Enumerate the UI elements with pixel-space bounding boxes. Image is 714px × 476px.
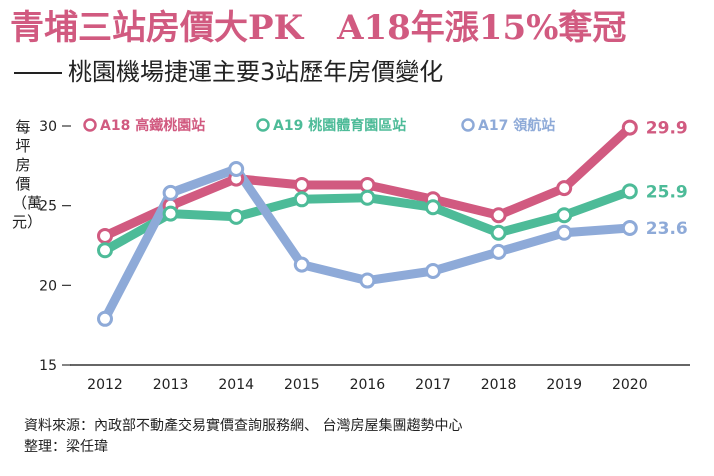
legend-marker <box>256 118 270 132</box>
data-point <box>425 199 441 216</box>
data-point <box>490 243 507 260</box>
subtitle-dash <box>14 72 62 74</box>
end-value-label: 23.6 <box>646 219 688 239</box>
data-point <box>162 184 179 201</box>
editor-note: 整理：梁任瑋 <box>24 439 108 455</box>
data-point <box>359 272 376 289</box>
end-value-label: 25.9 <box>646 182 688 202</box>
data-point <box>293 191 310 208</box>
data-point <box>621 119 638 136</box>
legend-marker <box>83 118 97 132</box>
data-point <box>293 176 310 193</box>
end-labels: 29.9 25.9 23.6 <box>646 119 688 239</box>
legend-marker <box>461 118 475 132</box>
x-tick-label: 2018 <box>481 377 517 393</box>
legend-label: A18 高鐵桃園站 <box>100 117 205 134</box>
data-point <box>556 207 573 224</box>
x-tick-label: 2014 <box>218 377 254 393</box>
data-point <box>621 183 638 200</box>
y-tick-label: 25 <box>39 199 57 215</box>
data-point <box>228 161 245 178</box>
data-point <box>490 224 507 241</box>
data-point <box>621 219 638 236</box>
chart-title: 青埔三站房價大PK A18年漲15%奪冠 <box>10 8 627 48</box>
x-tick-label: 2016 <box>350 377 386 393</box>
legend-label: A17 領航站 <box>478 117 555 134</box>
data-point <box>359 176 376 193</box>
subtitle-text: 桃園機場捷運主要3站歷年房價變化 <box>68 58 444 86</box>
x-tick-label: 2020 <box>612 377 648 393</box>
source-note: 資料來源：內政部不動產交易實價查詢服務網、 台灣房屋集團趨勢中心 <box>24 418 463 434</box>
x-tick-label: 2012 <box>87 377 123 393</box>
axes: 15 20 25 30 2012 2013 2014 2015 2016 2017 2018 2019… <box>39 119 690 393</box>
chart-subtitle: 桃園機場捷運主要3站歷年房價變化 <box>14 56 443 88</box>
data-point <box>97 242 113 259</box>
series-lines <box>97 119 638 327</box>
data-point <box>293 256 310 273</box>
data-point <box>162 205 179 222</box>
data-point <box>228 208 245 225</box>
y-tick-label: 30 <box>39 119 57 135</box>
x-tick-label: 2013 <box>153 377 189 393</box>
end-value-label: 29.9 <box>646 119 688 139</box>
data-point <box>425 262 441 279</box>
data-point <box>556 180 573 197</box>
legend: A18 高鐵桃園站 A19 桃園體育園區站 A17 領航站 <box>83 117 555 134</box>
x-tick-label: 2019 <box>546 377 582 393</box>
data-point <box>490 207 507 224</box>
x-tick-label: 2015 <box>284 377 320 393</box>
x-tick-label: 2017 <box>415 377 451 393</box>
data-point <box>359 189 376 206</box>
legend-label: A19 桃園體育園區站 <box>273 117 406 134</box>
data-point <box>97 310 113 327</box>
y-tick-label: 15 <box>39 358 57 374</box>
y-tick-label: 20 <box>39 278 57 294</box>
data-point <box>97 227 113 244</box>
data-point <box>556 224 573 241</box>
